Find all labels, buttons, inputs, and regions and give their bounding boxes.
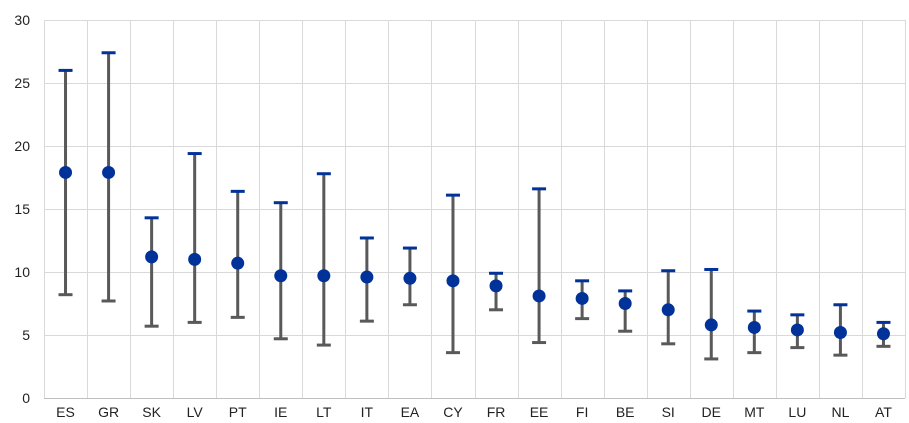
x-tick-label: EE bbox=[530, 404, 549, 420]
range-group-fr bbox=[489, 271, 504, 312]
range-group-sk bbox=[144, 216, 159, 328]
data-point bbox=[532, 289, 546, 303]
data-point bbox=[489, 279, 503, 293]
y-axis: 0 5 10 15 20 25 30 bbox=[14, 12, 30, 406]
y-tick-label: 0 bbox=[22, 390, 30, 406]
x-tick-label: FI bbox=[576, 404, 588, 420]
range-group-ea bbox=[402, 246, 417, 307]
data-point bbox=[102, 165, 116, 179]
x-tick-label: SK bbox=[142, 404, 161, 420]
range-group-lv bbox=[187, 152, 202, 324]
data-point bbox=[446, 274, 460, 288]
x-tick-label: IE bbox=[274, 404, 287, 420]
x-tick-label: DE bbox=[702, 404, 721, 420]
range-group-mt bbox=[747, 309, 762, 355]
y-tick-label: 10 bbox=[14, 264, 30, 280]
range-group-de bbox=[704, 267, 719, 361]
x-tick-label: MT bbox=[744, 404, 765, 420]
x-tick-label: FR bbox=[487, 404, 506, 420]
gridlines bbox=[44, 20, 906, 399]
data-point bbox=[274, 269, 288, 283]
x-tick-label: SI bbox=[662, 404, 675, 420]
range-group-cy bbox=[445, 193, 460, 355]
range-group-pt bbox=[230, 189, 245, 319]
x-tick-label: EA bbox=[401, 404, 420, 420]
data-point bbox=[231, 256, 245, 270]
range-group-be bbox=[618, 289, 633, 333]
range-group-ee bbox=[532, 187, 547, 345]
data-point bbox=[188, 252, 202, 266]
data-point bbox=[618, 297, 632, 310]
x-tick-label: CY bbox=[443, 404, 463, 420]
data-point bbox=[661, 303, 675, 317]
range-group-lt bbox=[316, 172, 331, 347]
range-group-es bbox=[58, 68, 73, 297]
x-tick-label: LT bbox=[316, 404, 332, 420]
x-tick-label: LV bbox=[187, 404, 204, 420]
x-tick-label: AT bbox=[875, 404, 892, 420]
data-point bbox=[317, 269, 331, 283]
data-point bbox=[360, 270, 374, 284]
data-point bbox=[790, 323, 804, 337]
x-tick-label: ES bbox=[56, 404, 75, 420]
x-tick-label: GR bbox=[98, 404, 119, 420]
data-point bbox=[747, 320, 761, 334]
data-point bbox=[704, 318, 718, 332]
x-tick-label: BE bbox=[616, 404, 635, 420]
series-ranges bbox=[58, 51, 891, 361]
x-tick-label: NL bbox=[831, 404, 849, 420]
x-tick-label: PT bbox=[229, 404, 247, 420]
data-point bbox=[145, 250, 159, 264]
y-tick-label: 15 bbox=[14, 201, 30, 217]
data-point bbox=[575, 291, 589, 305]
y-tick-label: 5 bbox=[22, 327, 30, 343]
range-group-gr bbox=[101, 51, 116, 303]
range-group-si bbox=[661, 269, 676, 346]
y-tick-label: 25 bbox=[14, 75, 30, 91]
range-group-at bbox=[876, 320, 891, 348]
range-group-it bbox=[359, 236, 374, 323]
range-group-nl bbox=[833, 303, 848, 357]
y-tick-label: 20 bbox=[14, 138, 30, 154]
range-group-lu bbox=[790, 313, 805, 350]
data-point bbox=[403, 271, 417, 285]
y-tick-label: 30 bbox=[14, 12, 30, 28]
data-point bbox=[59, 165, 73, 179]
x-tick-label: LU bbox=[788, 404, 806, 420]
range-group-ie bbox=[273, 201, 288, 341]
x-tick-label: IT bbox=[361, 404, 374, 420]
data-point bbox=[876, 327, 890, 341]
data-point bbox=[833, 325, 847, 339]
range-group-fi bbox=[575, 279, 590, 321]
x-axis: ES GR SK LV PT IE LT IT EA CY FR EE FI BE SI DE MT LU NL AT bbox=[56, 404, 892, 420]
